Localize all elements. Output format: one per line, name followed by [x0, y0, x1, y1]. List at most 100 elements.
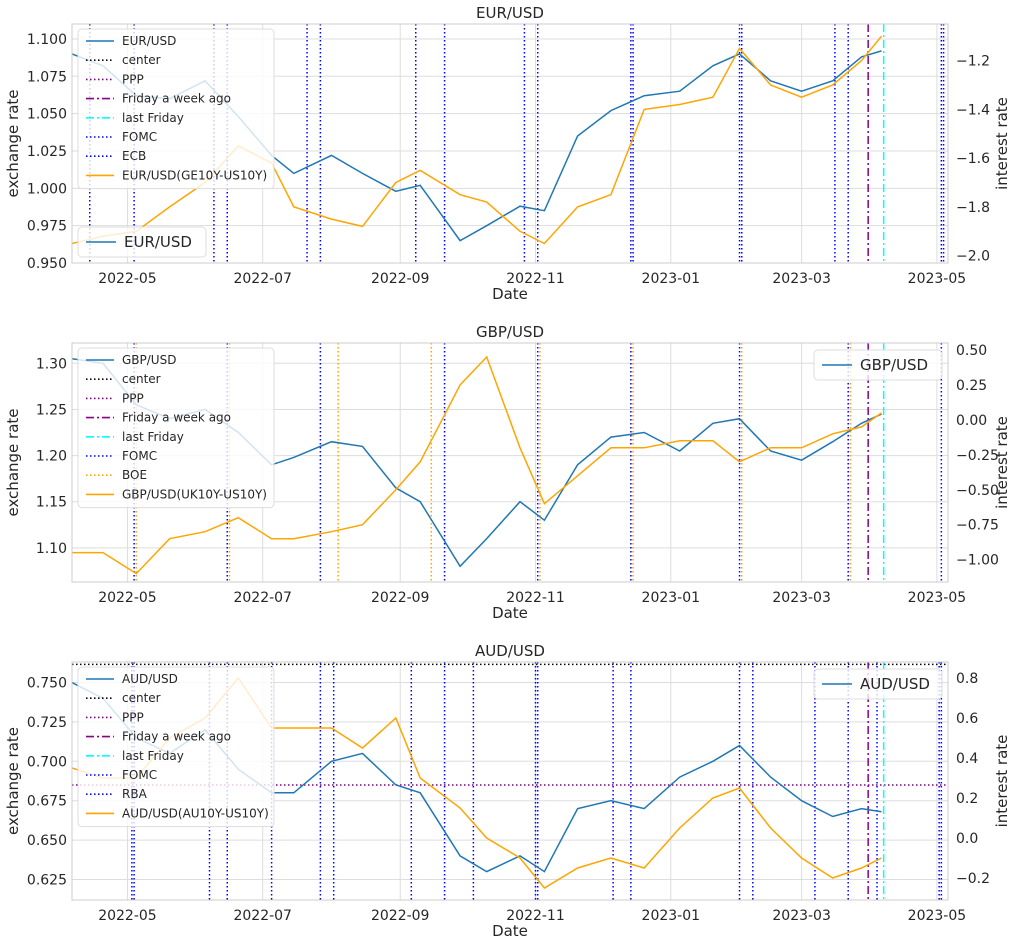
y-axis-label: exchange rate: [4, 89, 22, 197]
x-tick-label: 2023-01: [642, 590, 701, 606]
chart-title: GBP/USD: [476, 323, 544, 341]
x-tick-label: 2022-11: [506, 271, 565, 287]
plot-frame: [71, 342, 949, 583]
y2-tick-label: −1.2: [956, 54, 990, 70]
event-lines: [133, 343, 943, 582]
legend-label: BOE: [122, 468, 147, 482]
legend-label: last Friday: [122, 430, 184, 444]
y2-tick-label: −0.2: [956, 871, 990, 887]
legend-label: last Friday: [122, 111, 184, 125]
legend-box: [813, 349, 943, 381]
legend-label: PPP: [122, 72, 144, 86]
chart-title: AUD/USD: [475, 642, 545, 660]
legend: GBP/USD center PPP Friday a week ago last Fr…: [77, 347, 275, 509]
legend-label: EUR/USD: [122, 34, 176, 48]
y2-tick-label: 0.6: [956, 711, 978, 727]
y-tick-label: 1.30: [36, 356, 67, 372]
y-tick-label: 1.20: [36, 449, 67, 465]
y-tick-label: 0.650: [27, 833, 67, 849]
legend: EUR/USD center PPP Friday a week ago last Fr…: [77, 28, 275, 190]
x-tick-label: 2022-09: [371, 908, 430, 924]
legend-secondary: AUD/USD: [813, 668, 943, 700]
legend: AUD/USD center PPP Friday a week ago last Fr…: [77, 666, 275, 828]
legend-label: Friday a week ago: [122, 92, 231, 106]
event-lines: [88, 24, 945, 263]
plot-frame: [71, 661, 949, 901]
x-tick-label: 2023-01: [642, 908, 701, 924]
y2-tick-label: −2.0: [956, 249, 990, 265]
legend-label: Friday a week ago: [122, 411, 231, 425]
x-tick-label: 2022-07: [233, 590, 292, 606]
x-axis-label: Date: [492, 285, 528, 303]
y-tick-label: 1.15: [36, 495, 67, 511]
x-tick-label: 2023-03: [772, 908, 831, 924]
legend-box: [77, 226, 207, 258]
y2-axis-label: interest rate: [993, 97, 1011, 190]
x-tick-label: 2022-11: [506, 908, 565, 924]
y-tick-label: 0.675: [27, 794, 67, 810]
y-axis-label: exchange rate: [4, 727, 22, 835]
legend-label: AUD/USD: [122, 672, 178, 686]
legend-label: EUR/USD(GE10Y-US10Y): [122, 168, 267, 182]
legend-label: GBP/USD: [122, 353, 176, 367]
legend-label: AUD/USD(AU10Y-US10Y): [122, 806, 269, 820]
y-axis-label: exchange rate: [4, 408, 22, 516]
y2-tick-label: 0.00: [956, 413, 987, 429]
event-lines: [131, 662, 943, 900]
y2-axis-label: interest rate: [993, 735, 1011, 828]
chart-panel-1: GBP/USD 2022-05 2022-07 2022-09 2022-11 2023-…: [4, 323, 1011, 622]
y2-tick-label: −1.00: [956, 553, 999, 569]
x-tick-label: 2023-05: [908, 908, 967, 924]
chart-panel-2: AUD/USD 2022-05 2022-07 2022-09 2022-11 2023-…: [4, 642, 1011, 940]
y-tick-label: 0.625: [27, 873, 67, 889]
x-tick-label: 2022-05: [98, 590, 157, 606]
legend-label: Friday a week ago: [122, 730, 231, 744]
y-tick-label: 1.000: [27, 181, 67, 197]
legend-label: RBA: [122, 787, 148, 801]
y-tick-label: 0.950: [27, 256, 67, 272]
legend-label: EUR/USD: [124, 233, 192, 251]
y2-axis-label: interest rate: [993, 416, 1011, 509]
x-tick-label: 2023-03: [772, 590, 831, 606]
legend-secondary: GBP/USD: [813, 349, 943, 381]
legend-label: AUD/USD: [860, 675, 930, 693]
x-tick-label: 2022-07: [233, 271, 292, 287]
y2-tick-label: 0.8: [956, 671, 978, 687]
y2-tick-label: −0.50: [956, 483, 999, 499]
x-tick-label: 2023-01: [642, 271, 701, 287]
legend-box: [77, 347, 275, 509]
legend-label: center: [122, 372, 161, 386]
y-tick-label: 1.075: [27, 69, 67, 85]
y-tick-label: 0.725: [27, 715, 67, 731]
chart-title: EUR/USD: [476, 4, 544, 22]
y-tick-label: 1.10: [36, 541, 67, 557]
plot-frame: [71, 23, 949, 264]
x-tick-label: 2023-05: [908, 590, 967, 606]
y2-tick-label: −0.25: [956, 448, 999, 464]
legend-label: FOMC: [122, 130, 157, 144]
legend-box: [77, 28, 275, 190]
legend-label: center: [122, 691, 161, 705]
y-tick-label: 1.025: [27, 144, 67, 160]
x-axis-label: Date: [492, 922, 528, 940]
legend-label: center: [122, 53, 161, 67]
legend-label: PPP: [122, 710, 144, 724]
legend-label: FOMC: [122, 768, 157, 782]
legend-box: [813, 668, 943, 700]
y-tick-label: 1.100: [27, 32, 67, 48]
chart-panel-0: EUR/USD 2022-05 2022-07 2022-09 2022-11 2023-…: [4, 4, 1011, 303]
y-tick-label: 0.975: [27, 219, 67, 235]
y-tick-label: 1.25: [36, 402, 67, 418]
legend-label: GBP/USD(UK10Y-US10Y): [122, 487, 267, 501]
legend-secondary: EUR/USD: [77, 226, 207, 258]
legend-label: last Friday: [122, 749, 184, 763]
y2-tick-label: −0.75: [956, 518, 999, 534]
y2-tick-label: −1.4: [956, 102, 990, 118]
y2-tick-label: 0.50: [956, 343, 987, 359]
legend-label: GBP/USD: [860, 356, 928, 374]
legend-label: ECB: [122, 149, 146, 163]
y2-tick-label: 0.0: [956, 831, 978, 847]
series-line-1: [72, 355, 882, 575]
x-tick-label: 2022-09: [371, 271, 430, 287]
